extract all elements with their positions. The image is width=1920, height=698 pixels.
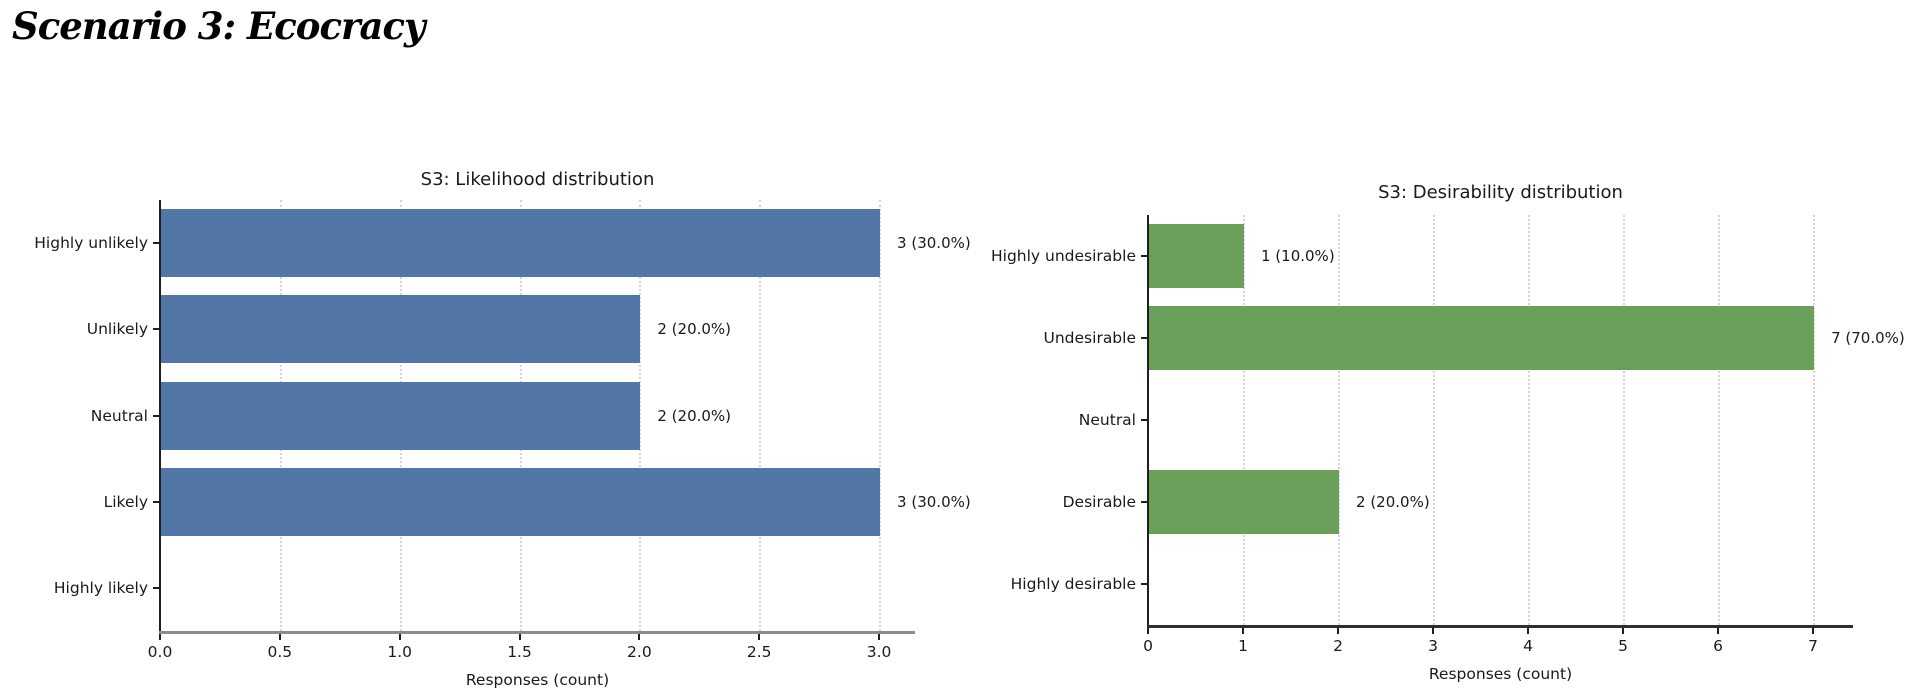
x-tick-mark: [1337, 628, 1340, 634]
gridline: [879, 200, 882, 631]
bar-highly-unlikely: [161, 209, 881, 278]
x-tick-mark: [1622, 628, 1625, 634]
bar-neutral: [161, 381, 641, 450]
y-tick-mark: [153, 242, 160, 245]
x-axis-title: Responses (count): [465, 671, 610, 689]
bar-value-label: 1 (10.0%): [1261, 247, 1335, 265]
x-tick-label: 0.0: [147, 643, 173, 661]
x-tick-label: 3.0: [866, 643, 892, 661]
category-label: Desirable: [1062, 493, 1136, 511]
bar-value-label: 2 (20.0%): [1356, 493, 1430, 511]
x-tick-label: 2.0: [627, 643, 652, 661]
gridline: [1718, 215, 1721, 625]
category-label: Neutral: [1078, 411, 1136, 429]
y-axis-spine: [159, 200, 161, 633]
x-tick-mark: [159, 634, 161, 640]
y-tick-mark: [1141, 255, 1148, 257]
category-label: Highly desirable: [1010, 575, 1136, 593]
x-axis-title: Responses (count): [1428, 665, 1573, 683]
x-tick-mark: [1527, 628, 1530, 634]
bar-likely: [161, 467, 881, 536]
x-tick-mark: [1432, 628, 1435, 634]
x-tick-label: 1: [1238, 637, 1248, 655]
y-tick-mark: [153, 328, 160, 331]
x-tick-mark: [518, 634, 521, 640]
x-tick-label: 1.5: [507, 643, 532, 661]
x-tick-label: 3: [1428, 637, 1438, 655]
bar-value-label: 2 (20.0%): [657, 320, 732, 339]
x-tick-mark: [1242, 628, 1244, 634]
bar-value-label: 2 (20.0%): [657, 406, 732, 425]
y-tick-mark: [1141, 419, 1148, 421]
x-axis-line: [1147, 625, 1853, 628]
bar-desirable: [1149, 470, 1340, 534]
desirability-chart: S3: Desirability distribution 1 (10.0%) Hi…: [960, 0, 1920, 698]
x-tick-mark: [1147, 628, 1149, 634]
gridline: [639, 200, 642, 631]
y-tick-mark: [153, 414, 160, 417]
x-tick-label: 2.5: [746, 643, 772, 661]
gridline: [1433, 215, 1436, 625]
bar-undesirable: [1149, 306, 1815, 370]
gridline: [1528, 215, 1531, 625]
bar-highly-undesirable: [1149, 224, 1244, 288]
x-tick-mark: [398, 634, 401, 640]
category-label: Undesirable: [1043, 329, 1136, 347]
x-tick-label: 5: [1618, 637, 1628, 655]
category-label: Likely: [103, 492, 148, 511]
x-tick-mark: [1717, 628, 1720, 634]
y-tick-mark: [1141, 337, 1148, 339]
likelihood-chart: S3: Likelihood distribution 3 (30.0%) High…: [34, 169, 970, 690]
gridline: [1623, 215, 1626, 625]
bar-value-label: 3 (30.0%): [897, 234, 971, 253]
y-tick-mark: [1141, 583, 1148, 585]
x-tick-label: 4: [1523, 637, 1533, 655]
bar-value-label: 3 (30.0%): [897, 492, 971, 511]
bar-unlikely: [161, 295, 641, 364]
x-tick-mark: [758, 634, 761, 640]
x-tick-mark: [1812, 628, 1815, 634]
gridline: [1338, 215, 1341, 625]
x-tick-mark: [278, 634, 281, 640]
chart-title: S3: Desirability distribution: [1378, 182, 1623, 203]
gridline: [1813, 215, 1816, 625]
bar-value-label: 7 (70.0%): [1831, 329, 1905, 347]
y-tick-mark: [153, 586, 160, 589]
category-label: Highly undesirable: [991, 247, 1136, 265]
category-label: Unlikely: [86, 320, 148, 339]
page-title: Scenario 3: Ecocracy: [12, 4, 425, 48]
x-axis-line: [159, 631, 915, 634]
y-tick-mark: [153, 500, 160, 503]
x-tick-mark: [878, 634, 881, 640]
gridline: [759, 200, 762, 631]
x-tick-label: 1.0: [387, 643, 412, 661]
chart-title: S3: Likelihood distribution: [420, 169, 655, 190]
x-tick-mark: [638, 634, 641, 640]
category-label: Neutral: [90, 406, 148, 425]
x-tick-label: 2: [1333, 637, 1343, 655]
y-tick-mark: [1141, 501, 1148, 503]
gridline: [1243, 215, 1245, 625]
x-tick-label: 0.5: [267, 643, 293, 661]
y-axis-spine: [1147, 215, 1149, 627]
x-tick-label: 7: [1808, 637, 1819, 655]
x-tick-label: 6: [1713, 637, 1724, 655]
category-label: Highly unlikely: [34, 234, 148, 253]
category-label: Highly likely: [53, 578, 148, 597]
x-tick-label: 0: [1143, 637, 1153, 655]
